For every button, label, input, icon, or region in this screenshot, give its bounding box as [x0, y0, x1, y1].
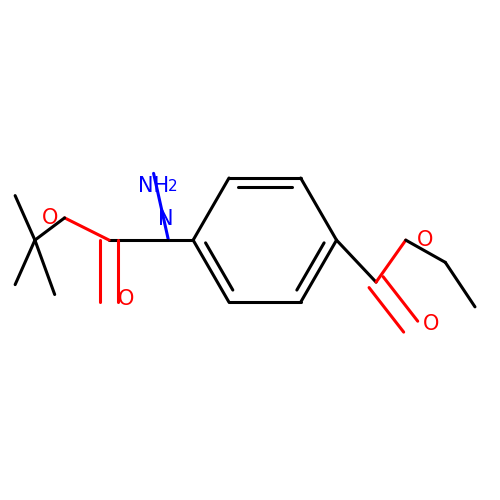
Text: O: O: [416, 230, 433, 250]
Text: N: N: [158, 209, 174, 229]
Text: NH: NH: [138, 176, 169, 196]
Text: O: O: [42, 208, 58, 228]
Text: O: O: [118, 290, 134, 310]
Text: O: O: [423, 314, 440, 334]
Text: 2: 2: [168, 180, 177, 194]
